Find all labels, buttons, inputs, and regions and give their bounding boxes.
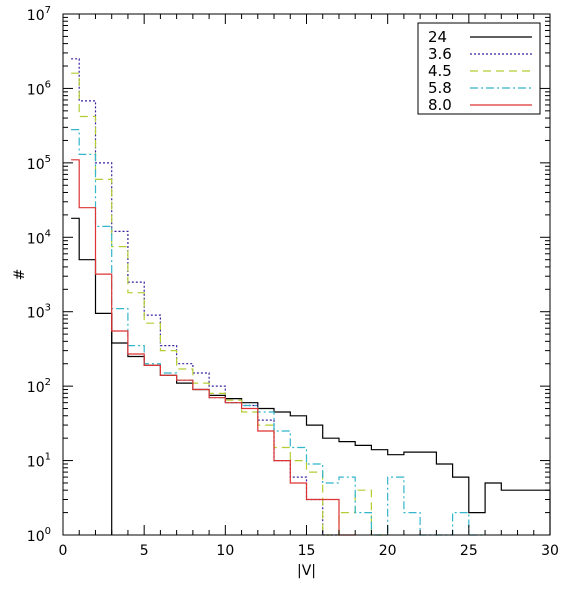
x-axis-label: |V| (297, 563, 316, 579)
legend-label: 8.0 (428, 96, 452, 114)
y-axis-label: # (12, 269, 28, 281)
legend-label: 4.5 (428, 62, 452, 80)
legend-label: 24 (428, 28, 447, 46)
series-line-2 (71, 72, 388, 536)
series-layer (71, 58, 551, 536)
x-tick-label: 10 (216, 543, 234, 559)
x-tick-label: 30 (541, 543, 559, 559)
series-line-3 (71, 129, 486, 536)
y-tick-label: 102 (27, 377, 51, 396)
y-tick-label: 100 (27, 526, 51, 545)
y-tick-label: 101 (27, 452, 51, 471)
y-tick-label: 106 (27, 79, 51, 98)
x-tick-label: 20 (379, 543, 397, 559)
legend: 243.64.55.88.0 (417, 22, 541, 115)
y-tick-label: 105 (27, 154, 51, 173)
y-tick-label: 107 (27, 5, 51, 24)
x-tick-label: 25 (460, 543, 478, 559)
legend-label: 5.8 (428, 79, 452, 97)
series-line-4 (71, 159, 356, 536)
series-line-0 (71, 217, 551, 535)
y-tick-label: 104 (27, 228, 51, 247)
tick-layer: 0 5 10 15 20 25 30 100 101 102 103 104 105 106 107 (27, 5, 559, 559)
x-tick-label: 15 (298, 543, 316, 559)
legend-box (417, 22, 541, 115)
legend-label: 3.6 (428, 45, 452, 63)
x-tick-label: 0 (59, 543, 68, 559)
y-tick-label: 103 (27, 303, 51, 322)
x-tick-label: 5 (140, 543, 149, 559)
